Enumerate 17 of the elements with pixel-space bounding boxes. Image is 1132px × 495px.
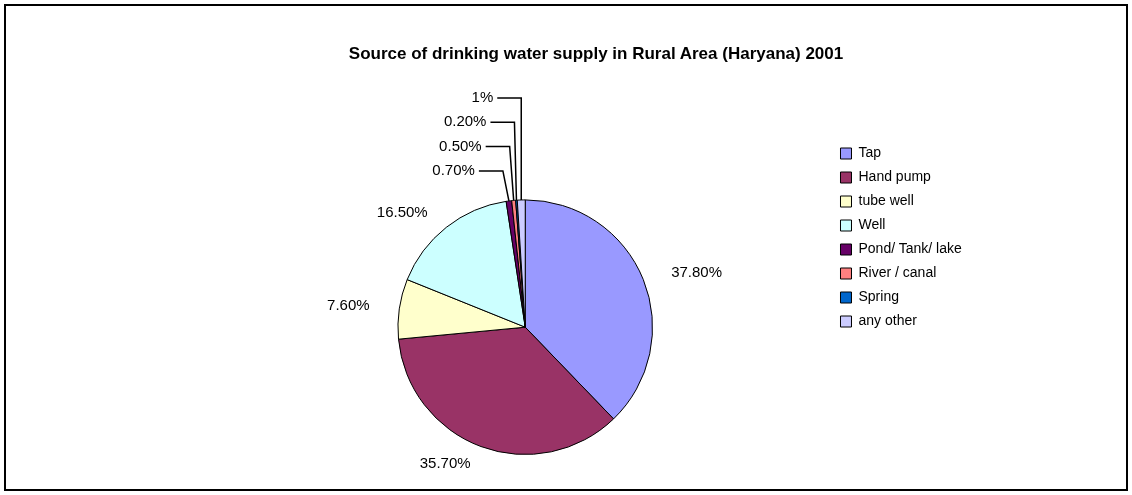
legend-label: tube well: [858, 192, 914, 209]
chart-title: Source of drinking water supply in Rural Area (Haryana) 2001: [348, 43, 844, 63]
data-label: 7.60%: [327, 296, 370, 314]
data-label: 0.20%: [443, 112, 487, 130]
data-label: 0.50%: [439, 136, 482, 154]
legend-label: Pond/ Tank/ lake: [858, 240, 962, 257]
legend-label: any other: [858, 312, 918, 329]
legend-label: Hand pump: [858, 168, 932, 185]
data-label: 16.50%: [376, 203, 428, 221]
legend-label: Spring: [858, 288, 899, 305]
data-label: 0.70%: [432, 161, 475, 179]
data-label: 37.80%: [671, 263, 723, 280]
data-label: 1%: [471, 88, 494, 106]
legend-label: Well: [858, 216, 886, 233]
legend-label: Tap: [858, 144, 882, 161]
data-label: 35.70%: [419, 453, 471, 471]
legend-label: River / canal: [858, 264, 937, 281]
